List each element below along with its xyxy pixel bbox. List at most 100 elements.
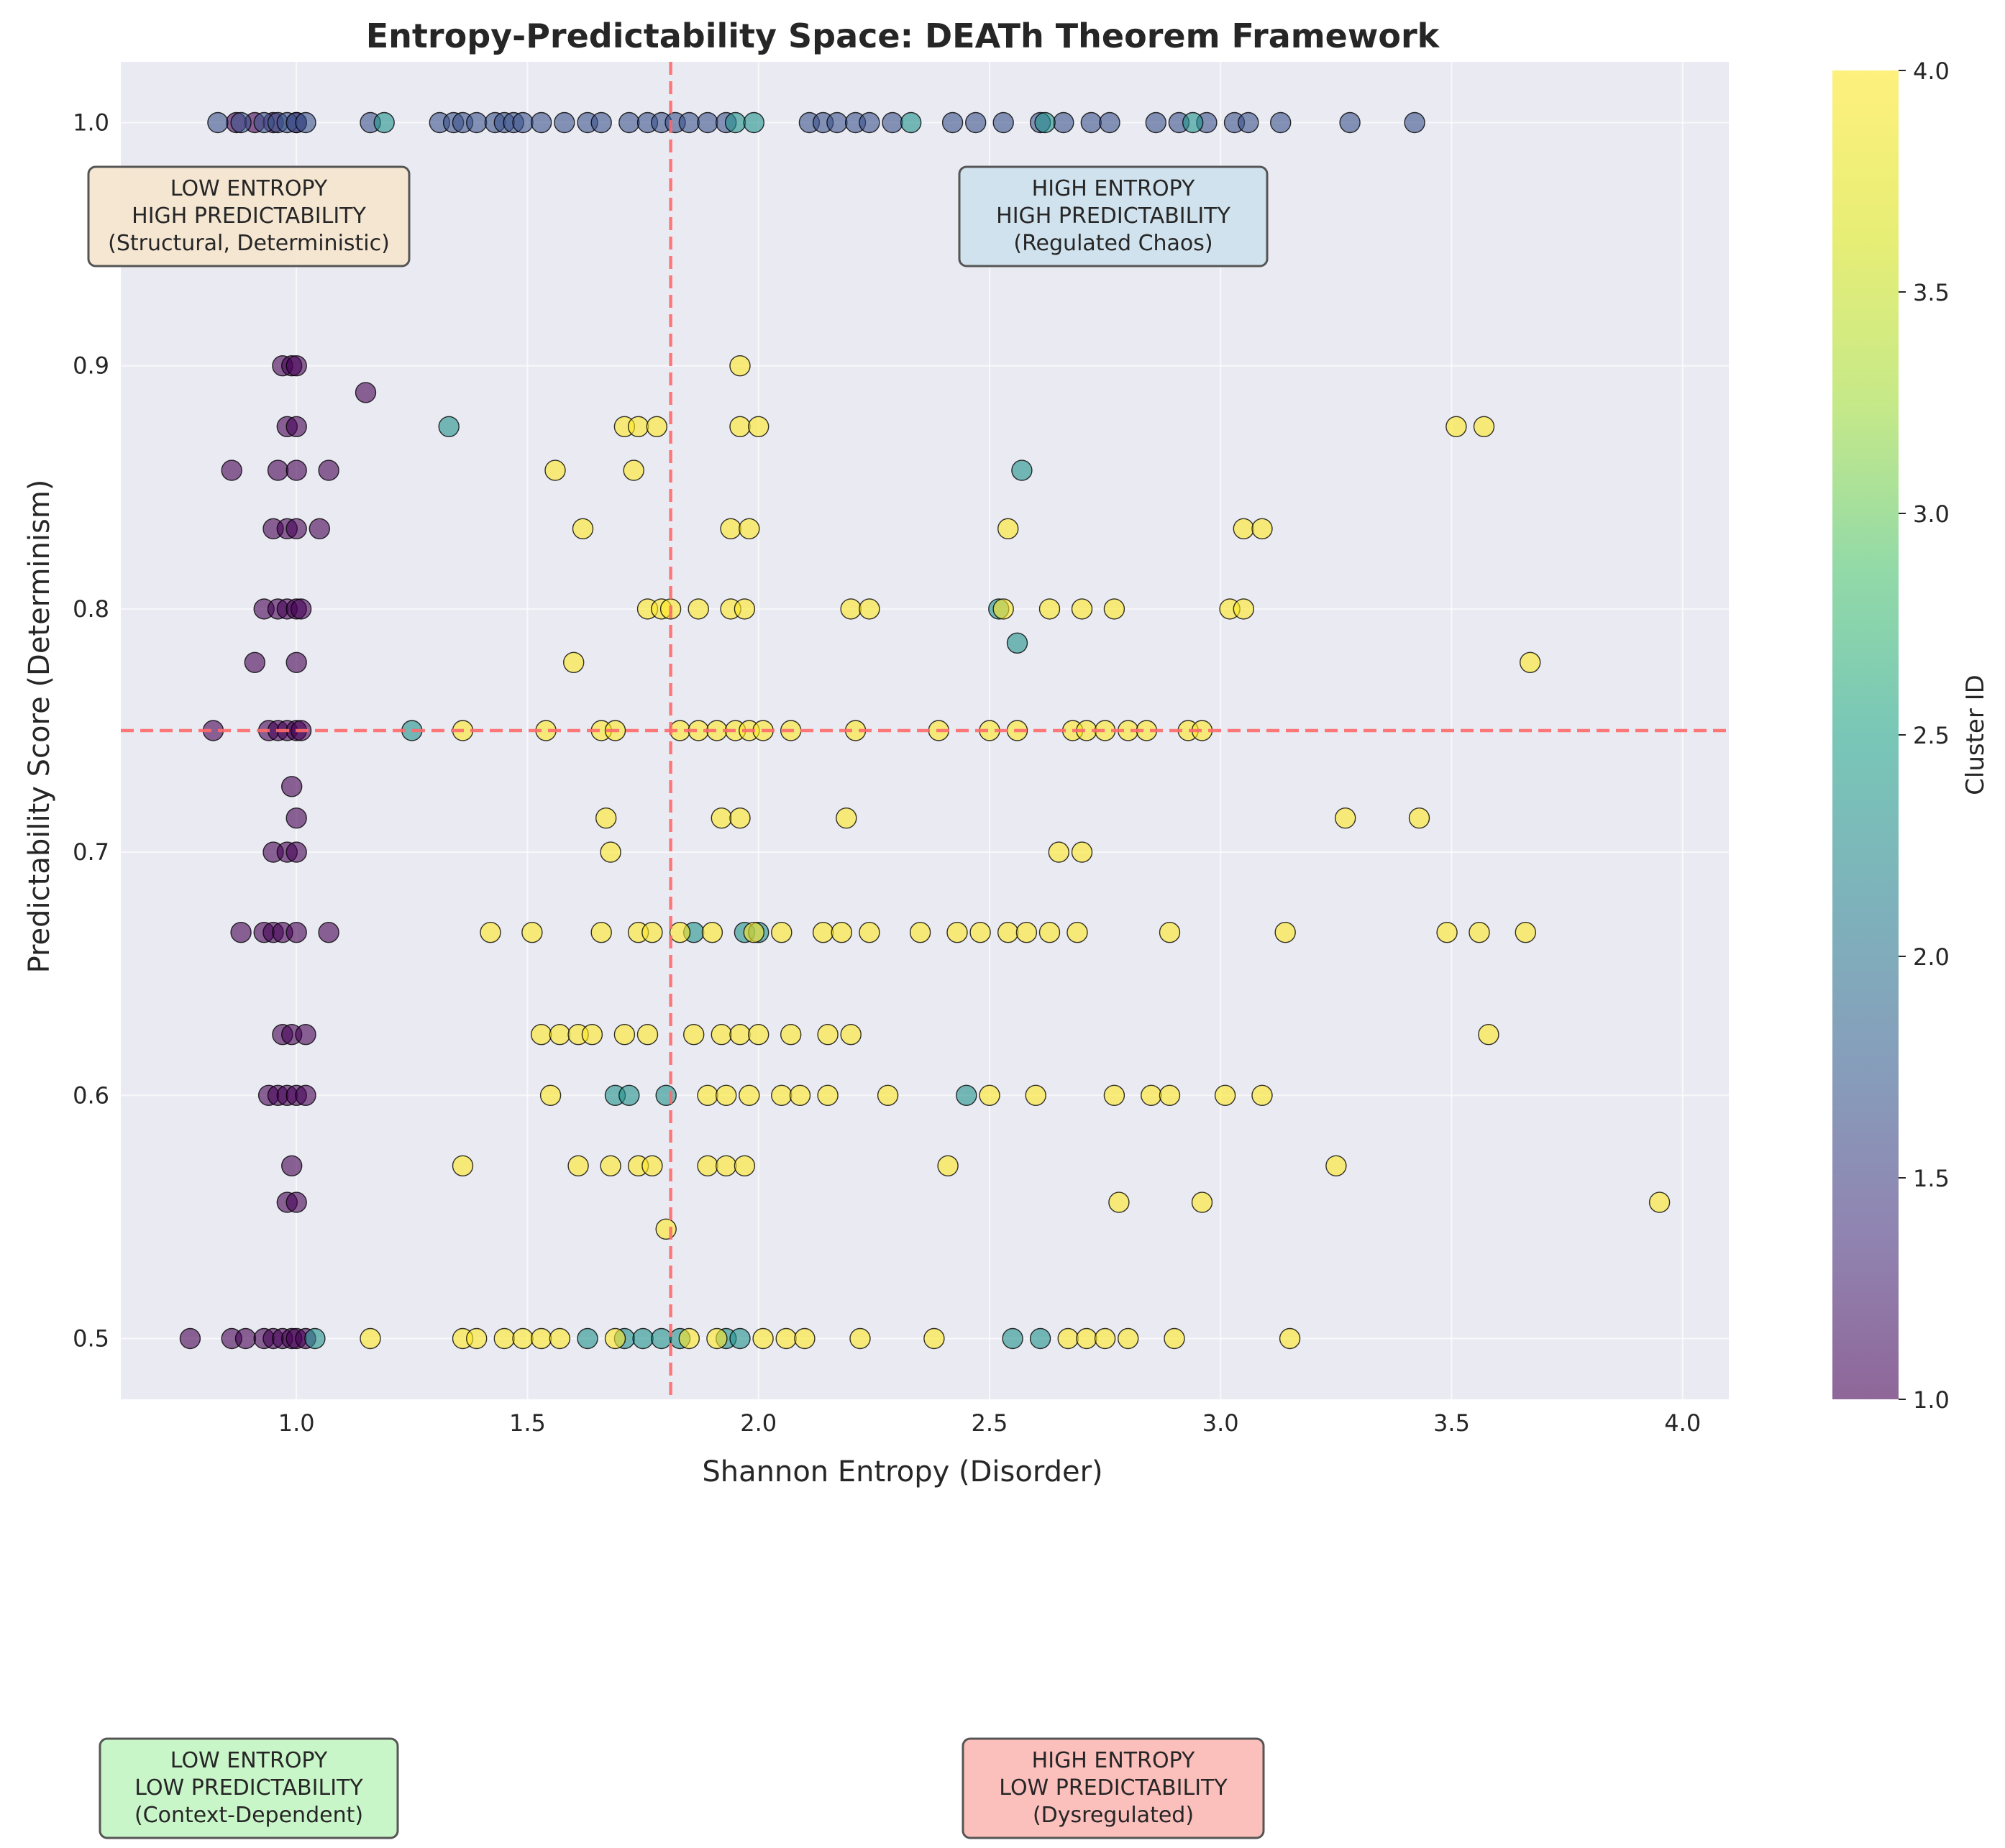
data-point-cluster-4 xyxy=(1251,518,1273,539)
annotation-text: (Regulated Chaos) xyxy=(1013,231,1212,256)
data-point-cluster-3 xyxy=(373,111,395,134)
data-point-cluster-4 xyxy=(572,518,594,539)
data-point-cluster-1 xyxy=(286,1191,307,1213)
data-point-cluster-4 xyxy=(1117,1327,1139,1350)
x-axis-ticks: 1.0 1.5 2.0 2.5 3.0 3.5 4.0 xyxy=(278,1409,1701,1437)
data-point-cluster-4 xyxy=(831,921,853,943)
data-point-cluster-3 xyxy=(1029,1327,1051,1350)
data-point-cluster-4 xyxy=(1469,921,1490,943)
data-point-cluster-4 xyxy=(849,1327,871,1350)
x-tick-label: 4.0 xyxy=(1664,1409,1701,1437)
data-point-cluster-4 xyxy=(636,1023,659,1046)
data-point-cluster-3 xyxy=(1006,632,1028,654)
data-point-cluster-4 xyxy=(604,1327,626,1350)
annotation-text: (Context-Dependent) xyxy=(134,1803,363,1828)
data-point-cluster-4 xyxy=(1445,416,1467,437)
data-point-cluster-2 xyxy=(230,111,252,134)
data-point-cluster-1 xyxy=(286,921,307,943)
data-point-cluster-2 xyxy=(882,111,903,134)
data-points xyxy=(179,111,1671,1350)
data-point-cluster-1 xyxy=(286,651,307,673)
data-point-cluster-4 xyxy=(859,598,880,620)
data-point-cluster-1 xyxy=(286,841,307,863)
data-point-cluster-4 xyxy=(997,518,1019,539)
data-point-cluster-4 xyxy=(877,1084,899,1107)
data-point-cluster-4 xyxy=(1159,921,1181,943)
data-point-cluster-4 xyxy=(771,921,793,943)
reference-lines xyxy=(121,62,1729,1399)
annotation-text: LOW ENTROPY xyxy=(170,1748,328,1773)
data-point-cluster-2 xyxy=(618,111,640,134)
data-point-cluster-4 xyxy=(992,598,1014,620)
annotation-text: HIGH ENTROPY xyxy=(1032,176,1195,201)
data-point-cluster-4 xyxy=(360,1327,381,1350)
data-point-cluster-4 xyxy=(1067,921,1088,943)
data-point-cluster-1 xyxy=(179,1327,201,1350)
data-point-cluster-4 xyxy=(512,1327,534,1350)
data-point-cluster-4 xyxy=(716,1084,737,1107)
x-tick-label: 1.0 xyxy=(278,1409,315,1437)
data-point-cluster-1 xyxy=(286,807,307,829)
data-point-cluster-4 xyxy=(859,921,880,943)
annotation-text: (Structural, Deterministic) xyxy=(108,231,390,256)
data-point-cluster-3 xyxy=(743,111,765,134)
data-point-cluster-4 xyxy=(729,807,751,829)
y-tick-label: 0.7 xyxy=(73,838,109,866)
data-point-cluster-1 xyxy=(295,1084,316,1107)
data-point-cluster-2 xyxy=(697,111,718,134)
data-point-cluster-1 xyxy=(286,518,307,539)
data-point-cluster-4 xyxy=(1038,598,1061,620)
data-point-cluster-4 xyxy=(1071,598,1093,620)
data-point-cluster-4 xyxy=(567,1155,589,1177)
data-point-cluster-4 xyxy=(549,1327,571,1350)
colorbar: 1.0 1.5 2.0 2.5 3.0 3.5 4.0 Cluster ID xyxy=(1832,58,1990,1414)
data-point-cluster-2 xyxy=(1080,111,1102,134)
data-point-cluster-4 xyxy=(595,807,617,829)
data-point-cluster-2 xyxy=(590,111,612,134)
data-point-cluster-4 xyxy=(1279,1327,1301,1350)
colorbar-tick-label: 1.5 xyxy=(1913,1165,1950,1192)
data-point-cluster-4 xyxy=(840,598,862,620)
data-point-cluster-2 xyxy=(826,111,848,134)
data-point-cluster-4 xyxy=(1071,841,1093,863)
data-point-cluster-4 xyxy=(1233,518,1255,539)
data-point-cluster-4 xyxy=(937,1155,959,1177)
data-point-cluster-4 xyxy=(997,921,1019,943)
data-point-cluster-4 xyxy=(734,1155,756,1177)
data-point-cluster-3 xyxy=(1034,111,1056,134)
colorbar-gradient xyxy=(1832,70,1899,1399)
data-point-cluster-1 xyxy=(290,598,312,620)
data-point-cluster-4 xyxy=(627,416,649,437)
data-point-cluster-4 xyxy=(669,921,691,943)
data-point-cluster-1 xyxy=(221,459,242,481)
data-point-cluster-4 xyxy=(539,1084,562,1107)
data-point-cluster-4 xyxy=(613,1023,636,1046)
data-point-cluster-4 xyxy=(909,921,931,943)
y-tick-label: 0.5 xyxy=(73,1325,109,1352)
chart-title: Entropy-Predictability Space: DEATh Theo… xyxy=(366,17,1440,55)
data-point-cluster-4 xyxy=(678,1327,700,1350)
data-point-cluster-3 xyxy=(1011,459,1033,481)
data-point-cluster-4 xyxy=(747,1023,769,1046)
data-point-cluster-4 xyxy=(655,1218,677,1240)
y-tick-label: 0.6 xyxy=(73,1081,109,1109)
data-point-cluster-2 xyxy=(859,111,880,134)
data-point-cluster-4 xyxy=(641,921,663,943)
data-point-cluster-4 xyxy=(739,1084,760,1107)
data-point-cluster-1 xyxy=(234,1327,257,1350)
data-point-cluster-4 xyxy=(1025,1084,1046,1107)
data-point-cluster-4 xyxy=(1038,921,1061,943)
data-point-cluster-2 xyxy=(1053,111,1074,134)
data-point-cluster-4 xyxy=(706,1327,728,1350)
data-point-cluster-4 xyxy=(729,416,751,437)
annotation-text: LOW PREDICTABILITY xyxy=(134,1775,363,1801)
data-point-cluster-4 xyxy=(1334,807,1356,829)
data-point-cluster-4 xyxy=(711,1023,732,1046)
data-point-cluster-4 xyxy=(549,1023,571,1046)
annotation-text: LOW ENTROPY xyxy=(170,176,328,201)
data-point-cluster-4 xyxy=(747,416,769,437)
data-point-cluster-4 xyxy=(729,355,751,377)
